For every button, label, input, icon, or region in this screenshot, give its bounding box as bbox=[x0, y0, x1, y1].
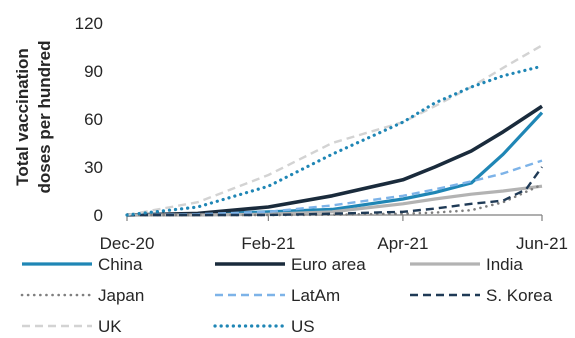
y-tick-label: 60 bbox=[84, 110, 103, 129]
series-line-euro-area bbox=[126, 104, 543, 217]
series-lines bbox=[125, 44, 544, 217]
legend: China Euro area India Japan LatAm S. Korea UK U… bbox=[20, 255, 553, 336]
legend-label-s-korea: S. Korea bbox=[486, 286, 553, 305]
series-line-us bbox=[125, 64, 544, 217]
y-axis-ticks: 0 30 60 90 120 bbox=[75, 14, 103, 225]
legend-label-uk: UK bbox=[98, 317, 122, 336]
legend-label-us: US bbox=[291, 317, 315, 336]
series-line-japan bbox=[125, 183, 544, 217]
series-line-china bbox=[126, 111, 544, 217]
y-tick-label: 120 bbox=[75, 14, 103, 33]
x-tick-label: Dec-20 bbox=[100, 234, 155, 253]
y-tick-label: 30 bbox=[84, 158, 103, 177]
legend-label-euro-area: Euro area bbox=[291, 255, 366, 274]
x-tick-label: Apr-21 bbox=[377, 234, 428, 253]
series-line-india bbox=[127, 184, 543, 217]
series-line-latam bbox=[126, 159, 543, 217]
y-axis-title-line: Total vaccination bbox=[13, 48, 32, 186]
legend-label-latam: LatAm bbox=[291, 286, 340, 305]
legend-label-india: India bbox=[486, 255, 523, 274]
x-axis-ticks: Dec-20 Feb-21 Apr-21 Jun-21 bbox=[100, 215, 568, 253]
x-tick-label: Jun-21 bbox=[516, 234, 568, 253]
x-tick-label: Feb-21 bbox=[241, 234, 295, 253]
y-axis-title-line: doses per hundred bbox=[35, 40, 54, 193]
legend-label-china: China bbox=[98, 255, 143, 274]
y-axis-title: Total vaccination doses per hundred bbox=[13, 40, 54, 193]
series-line-uk bbox=[126, 44, 543, 217]
legend-label-japan: Japan bbox=[98, 286, 144, 305]
y-tick-label: 0 bbox=[94, 206, 103, 225]
series-line-s-korea bbox=[127, 166, 543, 217]
y-tick-label: 90 bbox=[84, 62, 103, 81]
